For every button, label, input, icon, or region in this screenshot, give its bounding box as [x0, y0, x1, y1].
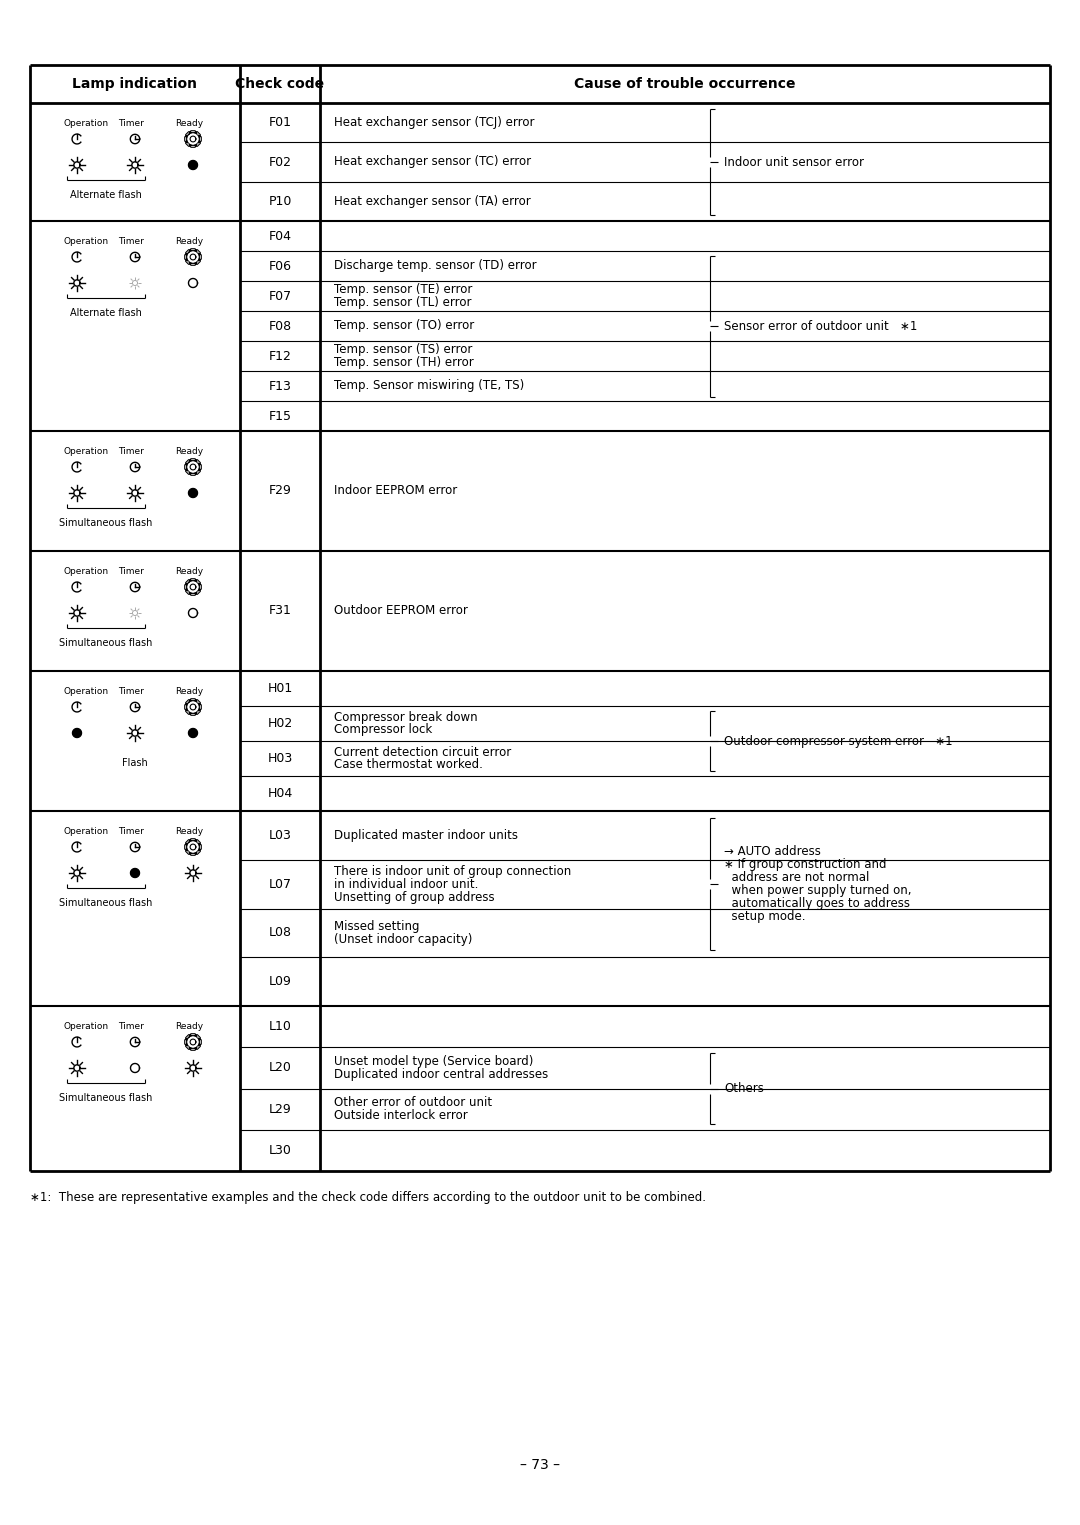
Text: Ready: Ready	[175, 827, 203, 836]
Text: Duplicated master indoor units: Duplicated master indoor units	[334, 830, 518, 842]
Text: Heat exchanger sensor (TC) error: Heat exchanger sensor (TC) error	[334, 156, 531, 168]
Text: F08: F08	[269, 320, 292, 332]
Text: Temp. sensor (TL) error: Temp. sensor (TL) error	[334, 296, 472, 310]
Text: Simultaneous flash: Simultaneous flash	[59, 518, 152, 528]
Text: Timer: Timer	[118, 119, 144, 128]
Text: F01: F01	[269, 116, 292, 130]
Text: → AUTO address: → AUTO address	[724, 845, 821, 859]
Text: Indoor EEPROM error: Indoor EEPROM error	[334, 485, 457, 497]
Text: Case thermostat worked.: Case thermostat worked.	[334, 758, 483, 772]
Text: Operation: Operation	[63, 567, 108, 576]
Text: Heat exchanger sensor (TA) error: Heat exchanger sensor (TA) error	[334, 195, 530, 207]
Text: Temp. sensor (TO) error: Temp. sensor (TO) error	[334, 320, 474, 332]
Polygon shape	[189, 488, 198, 497]
Text: Ready: Ready	[175, 1022, 203, 1031]
Text: (Unset indoor capacity): (Unset indoor capacity)	[334, 933, 472, 946]
Text: Current detection circuit error: Current detection circuit error	[334, 746, 511, 758]
Text: F15: F15	[269, 410, 292, 422]
Text: Timer: Timer	[118, 567, 144, 576]
Text: Outdoor EEPROM error: Outdoor EEPROM error	[334, 604, 468, 618]
Text: Heat exchanger sensor (TCJ) error: Heat exchanger sensor (TCJ) error	[334, 116, 535, 130]
Text: F02: F02	[269, 156, 292, 168]
Text: Timer: Timer	[118, 827, 144, 836]
Text: Outside interlock error: Outside interlock error	[334, 1109, 468, 1122]
Text: address are not normal: address are not normal	[724, 871, 869, 884]
Text: Alternate flash: Alternate flash	[70, 191, 141, 200]
Text: Ready: Ready	[175, 236, 203, 246]
Text: Timer: Timer	[118, 1022, 144, 1031]
Text: Discharge temp. sensor (TD) error: Discharge temp. sensor (TD) error	[334, 259, 537, 273]
Text: F31: F31	[269, 604, 292, 618]
Text: ∗ If group construction and: ∗ If group construction and	[724, 859, 887, 871]
Text: when power supply turned on,: when power supply turned on,	[724, 884, 912, 897]
Text: F07: F07	[269, 290, 292, 302]
Text: Temp. sensor (TH) error: Temp. sensor (TH) error	[334, 355, 474, 369]
Text: F06: F06	[269, 259, 292, 273]
Text: Operation: Operation	[63, 686, 108, 695]
Text: Ready: Ready	[175, 447, 203, 456]
Text: setup mode.: setup mode.	[724, 910, 806, 923]
Text: – 73 –: – 73 –	[519, 1458, 561, 1472]
Text: Check code: Check code	[235, 76, 325, 92]
Text: L07: L07	[269, 877, 292, 891]
Text: Others: Others	[724, 1083, 764, 1095]
Text: Ready: Ready	[175, 567, 203, 576]
Text: Other error of outdoor unit: Other error of outdoor unit	[334, 1096, 492, 1109]
Text: Operation: Operation	[63, 1022, 108, 1031]
Text: F29: F29	[269, 485, 292, 497]
Text: Timer: Timer	[118, 236, 144, 246]
Text: automatically goes to address: automatically goes to address	[724, 897, 910, 910]
Text: Ready: Ready	[175, 686, 203, 695]
Text: Operation: Operation	[63, 119, 108, 128]
Text: Duplicated indoor central addresses: Duplicated indoor central addresses	[334, 1068, 549, 1081]
Polygon shape	[189, 729, 198, 738]
Text: H04: H04	[268, 787, 293, 801]
Text: Flash: Flash	[122, 758, 148, 769]
Text: L08: L08	[269, 926, 292, 939]
Text: L29: L29	[269, 1103, 292, 1116]
Text: L03: L03	[269, 830, 292, 842]
Polygon shape	[189, 160, 198, 169]
Text: ∗1:  These are representative examples and the check code differs according to t: ∗1: These are representative examples an…	[30, 1191, 706, 1205]
Text: Lamp indication: Lamp indication	[72, 76, 198, 92]
Text: L09: L09	[269, 974, 292, 988]
Text: Sensor error of outdoor unit   ∗1: Sensor error of outdoor unit ∗1	[724, 320, 917, 332]
Text: Outdoor compressor system error   ∗1: Outdoor compressor system error ∗1	[724, 735, 953, 747]
Text: Ready: Ready	[175, 119, 203, 128]
Text: H03: H03	[268, 752, 293, 766]
Text: Cause of trouble occurrence: Cause of trouble occurrence	[575, 76, 796, 92]
Text: Indoor unit sensor error: Indoor unit sensor error	[724, 156, 864, 168]
Text: Unset model type (Service board): Unset model type (Service board)	[334, 1055, 534, 1068]
Text: F04: F04	[269, 229, 292, 242]
Text: Temp. sensor (TS) error: Temp. sensor (TS) error	[334, 343, 472, 355]
Text: Temp. Sensor miswiring (TE, TS): Temp. Sensor miswiring (TE, TS)	[334, 380, 524, 392]
Text: Timer: Timer	[118, 686, 144, 695]
Text: Operation: Operation	[63, 827, 108, 836]
Text: H01: H01	[268, 682, 293, 695]
Text: P10: P10	[268, 195, 292, 207]
Polygon shape	[72, 729, 81, 738]
Text: Timer: Timer	[118, 447, 144, 456]
Text: Simultaneous flash: Simultaneous flash	[59, 637, 152, 648]
Text: Temp. sensor (TE) error: Temp. sensor (TE) error	[334, 284, 472, 296]
Text: L20: L20	[269, 1061, 292, 1075]
Text: Operation: Operation	[63, 236, 108, 246]
Text: in individual indoor unit.: in individual indoor unit.	[334, 877, 478, 891]
Text: Compressor break down: Compressor break down	[334, 711, 477, 723]
Text: L30: L30	[269, 1144, 292, 1157]
Text: There is indoor unit of group connection: There is indoor unit of group connection	[334, 865, 571, 877]
Text: Operation: Operation	[63, 447, 108, 456]
Text: L10: L10	[269, 1020, 292, 1032]
Text: Unsetting of group address: Unsetting of group address	[334, 891, 495, 904]
Text: Compressor lock: Compressor lock	[334, 723, 432, 737]
Text: F12: F12	[269, 349, 292, 363]
Polygon shape	[131, 869, 139, 877]
Text: Alternate flash: Alternate flash	[70, 308, 141, 319]
Text: Simultaneous flash: Simultaneous flash	[59, 1093, 152, 1103]
Text: Simultaneous flash: Simultaneous flash	[59, 898, 152, 907]
Text: Missed setting: Missed setting	[334, 920, 419, 933]
Text: H02: H02	[268, 717, 293, 730]
Text: F13: F13	[269, 380, 292, 392]
